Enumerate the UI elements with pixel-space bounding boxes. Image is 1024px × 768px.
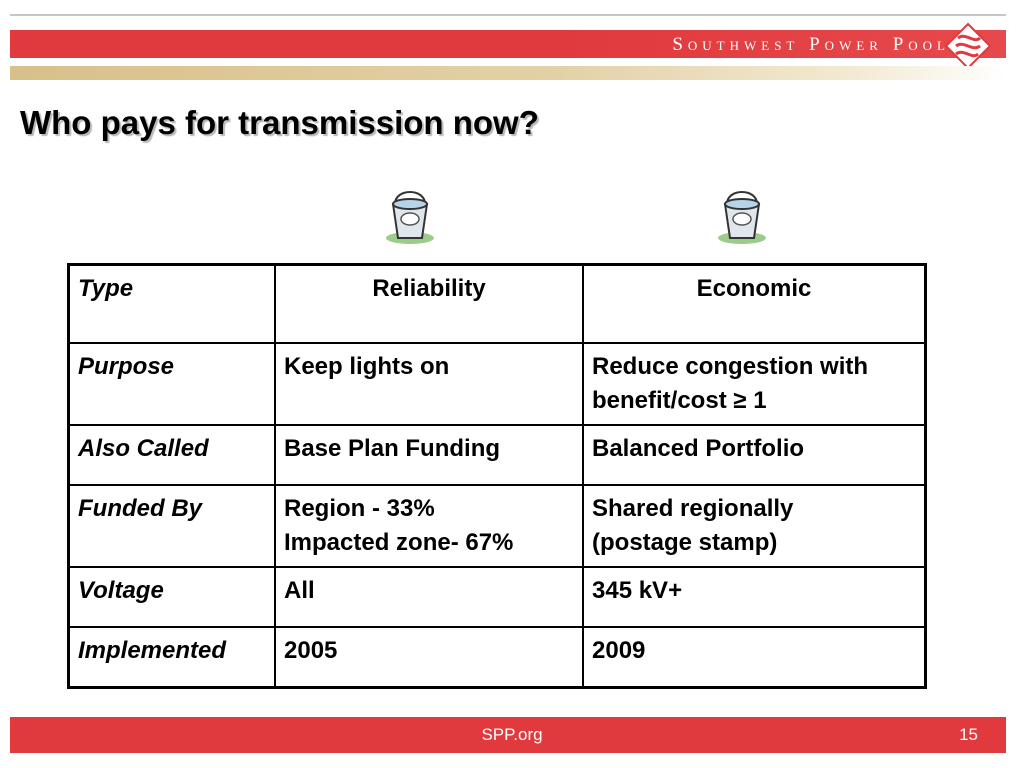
header-band [10, 30, 1006, 58]
also-called-economic: Balanced Portfolio [582, 424, 927, 486]
funded-by-zone-share: Impacted zone- 67% [284, 529, 514, 556]
voltage-economic: 345 kV+ [582, 566, 927, 628]
row-label-implemented: Implemented [67, 626, 276, 689]
funded-by-reliability: Region - 33% Impacted zone- 67% [274, 484, 584, 568]
table-row: Purpose Keep lights on Reduce congestion… [67, 342, 927, 426]
funded-by-economic: Shared regionally (postage stamp) [582, 484, 927, 568]
row-label-purpose: Purpose [67, 342, 276, 426]
company-name: Southwest Power Pool [672, 34, 950, 55]
type-label: Type [67, 263, 276, 344]
bucket-icon [718, 191, 766, 244]
spp-diamond-logo-icon [944, 22, 992, 70]
funded-by-region-share: Region - 33% [284, 495, 435, 522]
also-called-reliability: Base Plan Funding [274, 424, 584, 486]
table-header-row: Type Reliability Economic [67, 263, 927, 344]
economic-heading: Economic [582, 263, 927, 344]
bucket-icon [386, 191, 434, 244]
funded-by-postage: (postage stamp) [592, 529, 778, 556]
implemented-reliability: 2005 [274, 626, 584, 689]
funded-by-shared: Shared regionally [592, 495, 794, 522]
top-rule [10, 14, 1006, 16]
purpose-reliability: Keep lights on [274, 342, 584, 426]
footer-site-link[interactable]: SPP.org [481, 725, 543, 744]
footer-band [10, 717, 1006, 753]
purpose-economic: Reduce congestion with benefit/cost ≥ 1 [582, 342, 927, 426]
table-row: Funded By Region - 33% Impacted zone- 67… [67, 484, 927, 568]
row-label-funded-by: Funded By [67, 484, 276, 568]
comparison-table: Type Reliability Economic Purpose Keep l… [67, 263, 927, 689]
implemented-economic: 2009 [582, 626, 927, 689]
page-number: 15 [959, 725, 978, 744]
row-label-also-called: Also Called [67, 424, 276, 486]
voltage-reliability: All [274, 566, 584, 628]
table-row: Also Called Base Plan Funding Balanced P… [67, 424, 927, 486]
slide-title: Who pays for transmission now? [20, 104, 539, 141]
gold-band [10, 66, 1006, 80]
table-row: Implemented 2005 2009 [67, 626, 927, 689]
table-row: Voltage All 345 kV+ [67, 566, 927, 628]
reliability-heading: Reliability [274, 263, 584, 344]
row-label-voltage: Voltage [67, 566, 276, 628]
